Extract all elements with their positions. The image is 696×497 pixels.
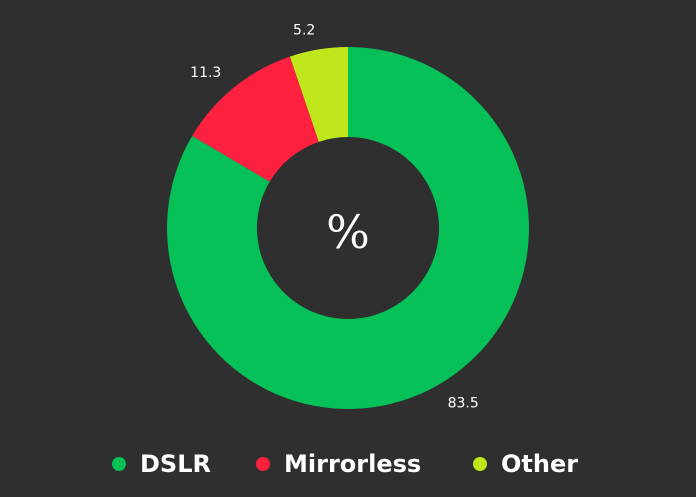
slice-other[interactable] xyxy=(289,47,348,142)
legend-label-other: Other xyxy=(501,450,579,478)
legend-dot-other-icon xyxy=(473,457,487,471)
legend-dot-dslr-icon xyxy=(112,457,126,471)
legend-item-dslr[interactable]: DSLR xyxy=(112,444,211,484)
slice-dslr[interactable] xyxy=(166,47,529,409)
value-label-mirrorless: 11.3 xyxy=(190,65,221,81)
legend-dot-mirrorless-icon xyxy=(256,457,270,471)
value-label-other: 5.2 xyxy=(293,23,315,39)
legend-label-dslr: DSLR xyxy=(140,450,211,478)
center-label: % xyxy=(326,205,370,259)
legend-item-other[interactable]: Other xyxy=(473,444,578,484)
legend-item-mirrorless[interactable]: Mirrorless xyxy=(256,444,421,484)
value-labels-group: 83.5 11.3 5.2 xyxy=(190,23,479,412)
donut-chart: 83.5 11.3 5.2 % xyxy=(166,23,529,412)
value-label-dslr: 83.5 xyxy=(448,396,479,412)
slices-group xyxy=(166,47,529,409)
slice-mirrorless[interactable] xyxy=(192,56,319,182)
legend-label-mirrorless: Mirrorless xyxy=(284,450,422,478)
legend: DSLR Mirrorless Other xyxy=(0,444,696,484)
